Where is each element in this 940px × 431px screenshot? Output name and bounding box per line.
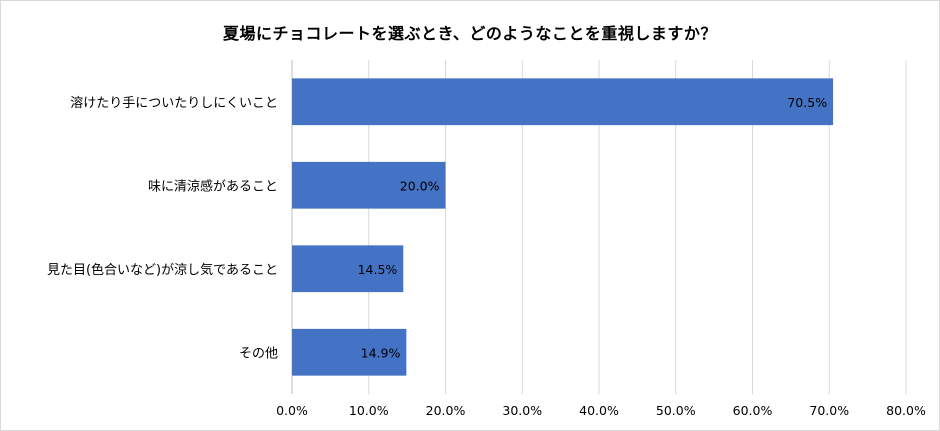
bar <box>292 328 407 376</box>
category-label: 見た目(色合いなど)が涼し気であること <box>47 262 278 278</box>
data-label: 20.0% <box>400 178 440 193</box>
bar <box>292 245 404 293</box>
labels: 0.0% 10.0% 20.0% 30.0% 40.0% 50.0% 60.0% 70.0% 8… <box>47 95 926 418</box>
category-label: 溶けたり手についたりしにくいこと <box>70 96 278 111</box>
x-tick-label: 20.0% <box>426 403 466 418</box>
data-label: 14.5% <box>358 262 398 277</box>
x-tick-label: 30.0% <box>502 403 542 418</box>
x-tick-label: 50.0% <box>656 403 696 418</box>
category-label: 味に清涼感があること <box>148 178 278 194</box>
x-tick-label: 60.0% <box>733 403 773 418</box>
bar <box>292 161 446 209</box>
x-tick-label: 10.0% <box>349 403 389 418</box>
category-label: その他 <box>239 346 278 361</box>
bar <box>292 78 834 126</box>
x-tick-label: 70.0% <box>809 403 849 418</box>
x-tick-label: 80.0% <box>886 403 926 418</box>
x-tick-label: 0.0% <box>276 403 308 418</box>
chart-title: 夏場にチョコレートを選ぶとき、どのようなことを重視しますか？ <box>223 24 717 43</box>
x-tick-label: 40.0% <box>579 403 619 418</box>
data-label: 14.9% <box>361 345 401 360</box>
data-label: 70.5% <box>787 95 827 110</box>
bars <box>292 78 834 376</box>
